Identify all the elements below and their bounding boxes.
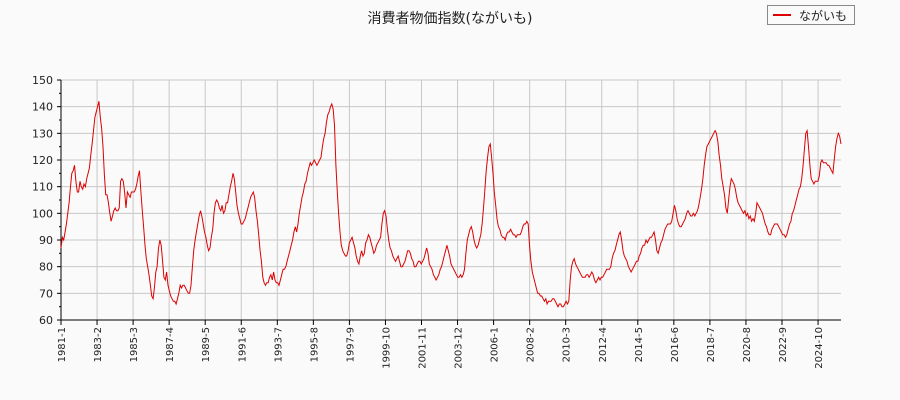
x-tick-label: 2001-11 [418, 327, 429, 369]
x-tick-label: 1991-6 [237, 327, 248, 362]
y-tick-label: 140 [32, 101, 53, 114]
x-tick-label: 1985-3 [129, 327, 140, 362]
legend-label: ながいも [799, 8, 848, 23]
y-tick-label: 150 [32, 74, 53, 87]
x-tick-label: 2010-3 [562, 327, 573, 362]
series-line-nagaimo [60, 101, 842, 308]
legend-swatch [773, 14, 791, 16]
y-tick-label: 80 [39, 261, 53, 274]
x-tick-label: 2012-4 [598, 327, 609, 362]
x-tick-label: 2018-7 [706, 327, 717, 362]
chart-title: 消費者物価指数(ながいも) [367, 11, 533, 27]
y-tick-label: 70 [39, 287, 53, 300]
y-tick-label: 110 [32, 181, 53, 194]
y-tick-label: 90 [39, 234, 53, 247]
x-tick-label: 1987-4 [165, 327, 176, 362]
plot-frame [61, 80, 841, 320]
y-tick-label: 60 [39, 314, 53, 327]
x-tick-label: 1999-10 [381, 327, 392, 369]
y-axis: 60 70 80 90 100 110 120 130 140 150 [32, 74, 62, 327]
y-tick-label: 120 [32, 154, 53, 167]
y-tick-label: 100 [32, 207, 53, 220]
y-tick-label: 130 [32, 127, 53, 140]
x-tick-label: 2016-6 [670, 327, 681, 362]
gridlines [61, 79, 841, 320]
x-tick-label: 2006-1 [490, 327, 501, 362]
x-tick-label: 1989-5 [201, 327, 212, 362]
x-tick-label: 1995-8 [309, 327, 320, 362]
x-tick-label: 2020-8 [742, 327, 753, 362]
x-tick-label: 1983-2 [93, 327, 104, 362]
x-tick-label: 1997-9 [345, 327, 356, 362]
x-tick-label: 2022-9 [778, 327, 789, 362]
x-tick-label: 1993-7 [273, 327, 284, 362]
x-tick-label: 2008-2 [526, 327, 537, 362]
x-tick-label: 1981-1 [57, 327, 68, 362]
x-tick-label: 2003-12 [454, 327, 465, 369]
x-tick-label: 2014-5 [634, 327, 645, 362]
x-axis: 1981-1 1983-2 1985-3 1987-4 1989-5 1991-6 1993… [57, 319, 841, 369]
legend: ながいも [767, 5, 855, 25]
x-tick-label: 2024-10 [814, 327, 825, 369]
